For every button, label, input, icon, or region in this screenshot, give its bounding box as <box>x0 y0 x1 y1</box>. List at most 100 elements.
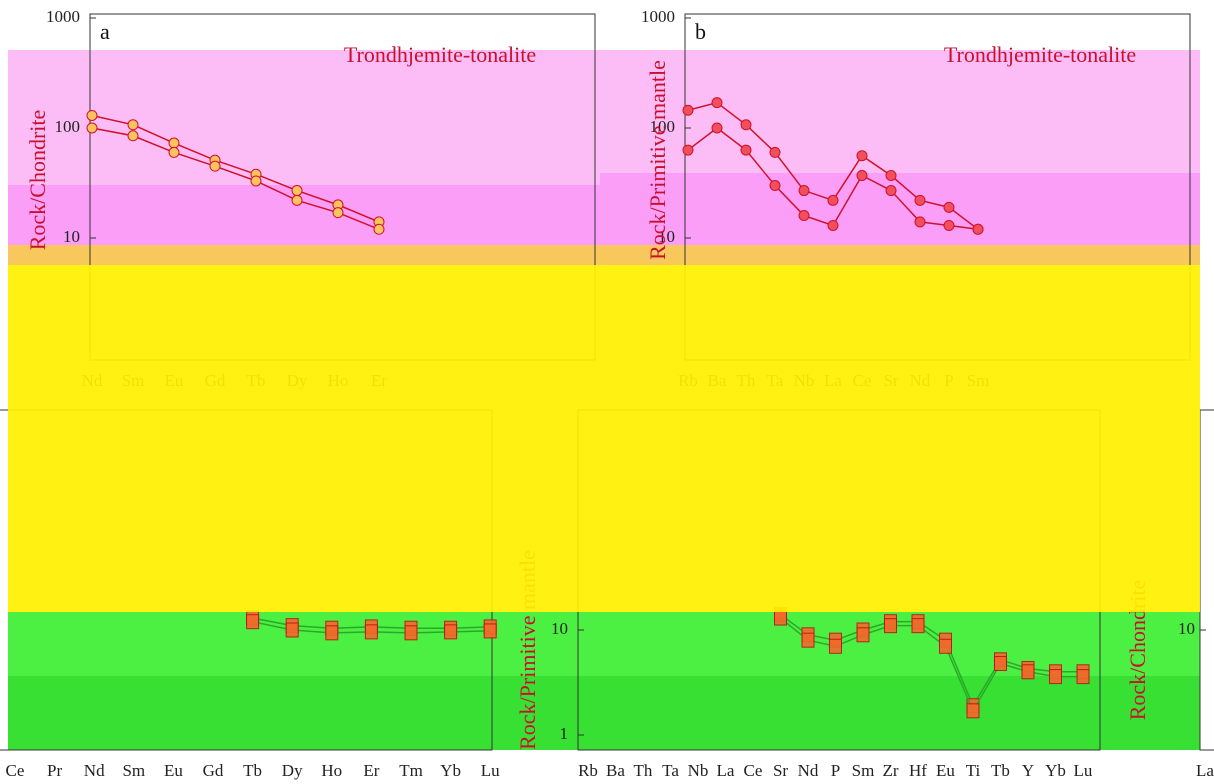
data-point <box>1049 669 1062 685</box>
x-tick-label: Ba <box>606 761 625 780</box>
magenta-band <box>8 185 1200 245</box>
y-axis-label: Rock/Primitive mantle <box>645 60 670 260</box>
data-point <box>246 614 260 630</box>
data-point <box>291 185 303 197</box>
data-point <box>769 146 781 158</box>
y-tick-label: 10 <box>1178 619 1195 638</box>
x-tick-label: Yb <box>1045 761 1066 780</box>
data-point <box>1076 669 1090 685</box>
x-tick-label: Nb <box>688 761 709 780</box>
data-point <box>994 655 1007 671</box>
y-tick-label: 1000 <box>641 7 675 26</box>
data-point <box>827 194 839 206</box>
data-point <box>798 210 810 222</box>
x-tick-label: Sr <box>773 761 788 780</box>
data-point <box>914 216 926 228</box>
data-point <box>291 194 303 206</box>
orange-band <box>8 245 1200 265</box>
x-tick-label: Zr <box>882 761 898 780</box>
y-tick-label: 100 <box>650 117 676 136</box>
data-point <box>682 104 694 116</box>
data-point <box>884 618 897 634</box>
x-tick-label: Nd <box>798 761 819 780</box>
y-axis-label: Rock/Chondrite <box>25 110 50 251</box>
x-tick-label: Nd <box>84 761 105 780</box>
data-point <box>939 638 952 654</box>
series-line <box>91 114 380 223</box>
data-point <box>682 144 694 156</box>
x-tick-label: Er <box>363 761 379 780</box>
data-point <box>885 185 897 197</box>
y-tick-label: 10 <box>63 227 80 246</box>
data-point <box>332 207 344 219</box>
data-point <box>856 627 870 643</box>
green-band <box>8 676 1200 750</box>
yellow-band <box>8 265 1200 612</box>
data-point <box>798 185 810 197</box>
series-line <box>91 127 380 230</box>
data-point <box>127 119 139 131</box>
data-point <box>209 160 221 172</box>
x-tick-label: Rb <box>578 761 598 780</box>
x-tick-label: Tb <box>243 761 262 780</box>
x-tick-label: Gd <box>203 761 224 780</box>
data-point <box>711 97 723 109</box>
y-tick-label: 10 <box>658 227 675 246</box>
data-point <box>769 180 781 192</box>
data-point <box>740 144 752 156</box>
x-tick-label: La <box>1196 761 1214 780</box>
x-tick-label: Hf <box>909 761 927 780</box>
y-tick-label: 10 <box>551 619 568 638</box>
x-tick-label: Ce <box>744 761 763 780</box>
x-tick-label: P <box>831 761 840 780</box>
x-tick-label: Yb <box>440 761 461 780</box>
chart-title: Trondhjemite-tonalite <box>944 42 1136 67</box>
x-tick-label: Ce <box>6 761 25 780</box>
data-point <box>914 194 926 206</box>
data-point <box>856 169 868 181</box>
panel-label: a <box>100 19 110 44</box>
plot-frame <box>1199 409 1214 751</box>
x-tick-label: Ta <box>662 761 679 780</box>
magenta-band <box>600 173 1200 185</box>
panel-label: b <box>695 19 706 44</box>
data-point <box>1021 664 1035 680</box>
data-point <box>168 137 180 149</box>
x-tick-label: Tb <box>991 761 1010 780</box>
data-point <box>943 219 955 231</box>
data-point <box>404 625 418 641</box>
x-tick-label: La <box>717 761 735 780</box>
data-point <box>966 703 980 719</box>
data-point <box>943 201 955 213</box>
data-point <box>373 223 385 235</box>
x-tick-label: Eu <box>936 761 955 780</box>
data-point <box>711 122 723 134</box>
y-tick-label: 1 <box>560 724 569 743</box>
x-tick-label: Sm <box>852 761 875 780</box>
x-tick-label: Lu <box>1074 761 1093 780</box>
x-tick-label: Sm <box>122 761 145 780</box>
data-point <box>972 223 984 235</box>
x-tick-label: Dy <box>282 761 303 780</box>
data-point <box>86 122 98 134</box>
x-tick-label: Eu <box>164 761 183 780</box>
x-tick-label: Lu <box>481 761 500 780</box>
chart-title: Trondhjemite-tonalite <box>344 42 536 67</box>
data-point <box>364 624 378 640</box>
data-point <box>250 175 262 187</box>
data-point <box>911 618 925 634</box>
data-point <box>483 623 497 639</box>
x-tick-label: Th <box>634 761 653 780</box>
x-tick-label: Tm <box>399 761 423 780</box>
data-point <box>444 624 458 640</box>
x-tick-label: Ho <box>321 761 342 780</box>
data-point <box>127 130 139 142</box>
data-point <box>829 638 842 654</box>
x-tick-label: Y <box>1022 761 1034 780</box>
data-point <box>856 150 868 162</box>
data-point <box>885 169 897 181</box>
data-point <box>740 119 752 131</box>
data-point <box>168 146 180 158</box>
